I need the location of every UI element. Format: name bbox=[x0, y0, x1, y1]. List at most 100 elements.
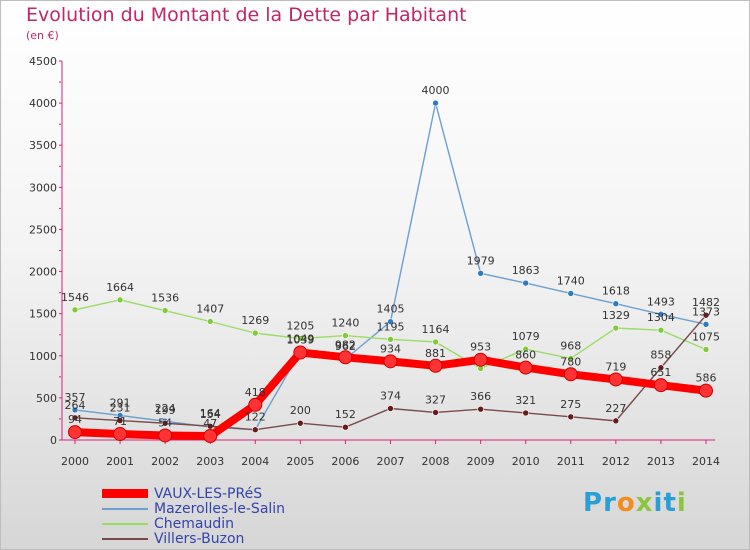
data-point bbox=[432, 338, 439, 346]
data-label: 1482 bbox=[692, 296, 720, 309]
data-point bbox=[206, 318, 214, 325]
chart-title: Evolution du Montant de la Dette par Hab… bbox=[26, 4, 467, 26]
x-tick-label: 2007 bbox=[376, 455, 404, 468]
proxiti-logo: Proxiti bbox=[583, 488, 687, 518]
data-label: 1049 bbox=[286, 333, 314, 346]
data-point bbox=[567, 290, 575, 297]
data-label: 321 bbox=[515, 394, 536, 407]
data-point bbox=[116, 417, 124, 424]
data-point bbox=[203, 429, 218, 444]
chart-unit-label: (en €) bbox=[26, 29, 59, 42]
data-label: 418 bbox=[245, 386, 266, 399]
data-point bbox=[612, 417, 620, 425]
x-tick-label: 2011 bbox=[557, 455, 585, 468]
data-point bbox=[383, 354, 398, 369]
data-point bbox=[612, 324, 620, 332]
logo-letter: i bbox=[676, 488, 687, 518]
data-label: 94 bbox=[68, 413, 82, 426]
data-label: 968 bbox=[560, 339, 581, 352]
data-point bbox=[297, 335, 304, 342]
legend-swatch bbox=[102, 522, 148, 525]
data-label: 1039 bbox=[286, 333, 314, 346]
legend-label: VAUX-LES-PRéS bbox=[154, 485, 263, 502]
data-label: 1405 bbox=[376, 303, 404, 316]
data-point bbox=[563, 367, 578, 382]
data-label: 1664 bbox=[106, 281, 134, 294]
data-label: 1407 bbox=[196, 302, 224, 315]
data-point bbox=[293, 345, 308, 360]
data-label: 1205 bbox=[286, 320, 314, 333]
data-point bbox=[432, 99, 439, 107]
x-tick-label: 2013 bbox=[647, 455, 675, 468]
data-label: 586 bbox=[695, 372, 716, 385]
x-tick-label: 2001 bbox=[106, 455, 134, 468]
x-tick-label: 2004 bbox=[241, 455, 269, 468]
data-label: 4000 bbox=[422, 84, 450, 97]
data-label: 275 bbox=[560, 398, 581, 411]
data-label: 164 bbox=[200, 407, 221, 420]
data-label: 1618 bbox=[602, 285, 630, 298]
data-point bbox=[342, 423, 349, 431]
data-point bbox=[702, 311, 710, 319]
legend-swatch bbox=[102, 537, 148, 540]
x-tick-label: 2003 bbox=[196, 455, 224, 468]
data-label: 199 bbox=[155, 404, 176, 417]
x-tick-label: 2008 bbox=[422, 455, 450, 468]
data-label: 1546 bbox=[61, 291, 89, 304]
data-label: 357 bbox=[65, 391, 86, 404]
data-point bbox=[477, 405, 484, 413]
data-label: 1269 bbox=[241, 314, 269, 327]
chart-legend: VAUX-LES-PRéS Mazerolles-le-Salin Chemaudi… bbox=[102, 485, 285, 547]
y-tick-label: 1000 bbox=[29, 350, 57, 363]
y-tick-label: 2000 bbox=[29, 266, 57, 279]
legend-item: Villers-Buzon bbox=[102, 531, 285, 547]
data-point bbox=[567, 413, 575, 421]
data-point bbox=[702, 321, 710, 328]
data-point bbox=[657, 364, 665, 372]
logo-letter: i bbox=[653, 488, 664, 518]
data-label: 1536 bbox=[151, 292, 179, 305]
data-label: 780 bbox=[560, 355, 581, 368]
x-tick-label: 2014 bbox=[692, 455, 720, 468]
data-label: 327 bbox=[425, 393, 446, 406]
data-label: 54 bbox=[158, 416, 172, 429]
data-label: 858 bbox=[650, 349, 671, 362]
data-label: 953 bbox=[470, 341, 491, 354]
data-point bbox=[161, 419, 169, 427]
data-point bbox=[71, 414, 79, 422]
data-point bbox=[522, 409, 530, 417]
x-tick-label: 2005 bbox=[286, 455, 314, 468]
y-tick-label: 4500 bbox=[29, 55, 57, 68]
logo-letter: t bbox=[663, 488, 677, 518]
data-label: 1329 bbox=[602, 309, 630, 322]
data-label: 1979 bbox=[467, 254, 495, 267]
y-tick-label: 0 bbox=[50, 434, 57, 447]
y-tick-label: 1500 bbox=[29, 308, 57, 321]
x-tick-label: 2006 bbox=[331, 455, 359, 468]
data-point bbox=[387, 405, 394, 412]
data-label: 152 bbox=[335, 408, 356, 421]
data-point bbox=[432, 409, 439, 416]
data-point bbox=[612, 300, 620, 308]
data-point bbox=[522, 345, 530, 353]
y-tick-label: 3000 bbox=[29, 181, 57, 194]
data-point bbox=[518, 360, 533, 375]
data-point bbox=[473, 352, 488, 367]
data-point bbox=[251, 426, 259, 434]
data-point bbox=[248, 397, 263, 412]
data-point bbox=[338, 350, 353, 365]
data-label: 227 bbox=[605, 402, 626, 415]
data-label: 47 bbox=[203, 417, 217, 430]
logo-letter: o bbox=[616, 488, 636, 518]
x-tick-label: 2012 bbox=[602, 455, 630, 468]
data-point bbox=[428, 358, 443, 373]
data-label: 982 bbox=[335, 338, 356, 351]
legend-swatch bbox=[102, 489, 148, 498]
logo-letter: x bbox=[635, 488, 654, 518]
data-point bbox=[158, 428, 173, 443]
data-point bbox=[387, 336, 394, 343]
data-label: 1373 bbox=[692, 305, 720, 318]
data-label: 374 bbox=[380, 390, 401, 403]
x-tick-label: 2002 bbox=[151, 455, 179, 468]
